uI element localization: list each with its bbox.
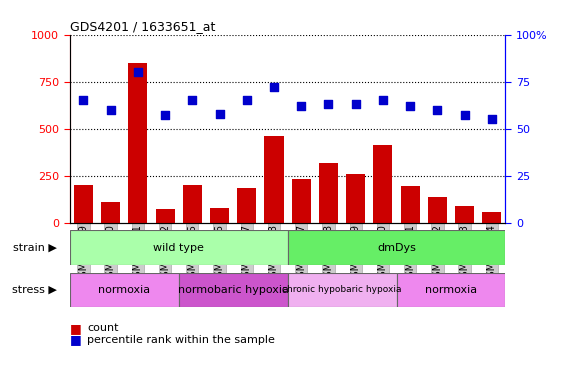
Text: ■: ■ — [70, 333, 81, 346]
Point — [270, 84, 279, 90]
Bar — [401, 186, 419, 223]
Bar — [179, 273, 288, 307]
Bar — [288, 230, 505, 265]
Text: percentile rank within the sample: percentile rank within the sample — [87, 335, 275, 345]
Text: ■: ■ — [70, 322, 81, 335]
Point — [160, 113, 170, 119]
Point — [215, 111, 224, 117]
Point — [78, 98, 88, 104]
Text: count: count — [87, 323, 119, 333]
Text: strain ▶: strain ▶ — [13, 243, 57, 253]
Text: wild type: wild type — [153, 243, 204, 253]
Point — [242, 98, 252, 104]
Bar — [183, 185, 202, 223]
Point — [106, 107, 115, 113]
Point — [188, 98, 197, 104]
Bar — [264, 136, 284, 223]
Point — [324, 101, 333, 107]
Bar — [482, 212, 501, 223]
Bar — [156, 209, 174, 223]
Point — [406, 103, 415, 109]
Point — [460, 113, 469, 119]
Text: GDS4201 / 1633651_at: GDS4201 / 1633651_at — [70, 20, 215, 33]
Bar — [128, 63, 148, 223]
Point — [296, 103, 306, 109]
Point — [487, 116, 497, 122]
Bar — [374, 145, 392, 223]
Bar — [101, 202, 120, 223]
Bar — [455, 206, 474, 223]
Text: normobaric hypoxia: normobaric hypoxia — [178, 285, 289, 295]
Bar — [237, 188, 256, 223]
Bar — [288, 273, 397, 307]
Bar — [397, 273, 505, 307]
Bar — [74, 185, 93, 223]
Point — [378, 98, 388, 104]
Text: chronic hypobaric hypoxia: chronic hypobaric hypoxia — [282, 285, 402, 295]
Point — [433, 107, 442, 113]
Bar — [292, 179, 311, 223]
Bar — [428, 197, 447, 223]
Text: dmDys: dmDys — [377, 243, 416, 253]
Bar — [319, 164, 338, 223]
Bar — [70, 273, 179, 307]
Point — [351, 101, 360, 107]
Text: normoxia: normoxia — [98, 285, 150, 295]
Point — [133, 69, 142, 75]
Bar — [210, 208, 229, 223]
Text: stress ▶: stress ▶ — [12, 285, 57, 295]
Bar — [346, 174, 365, 223]
Bar — [70, 230, 288, 265]
Text: normoxia: normoxia — [425, 285, 477, 295]
